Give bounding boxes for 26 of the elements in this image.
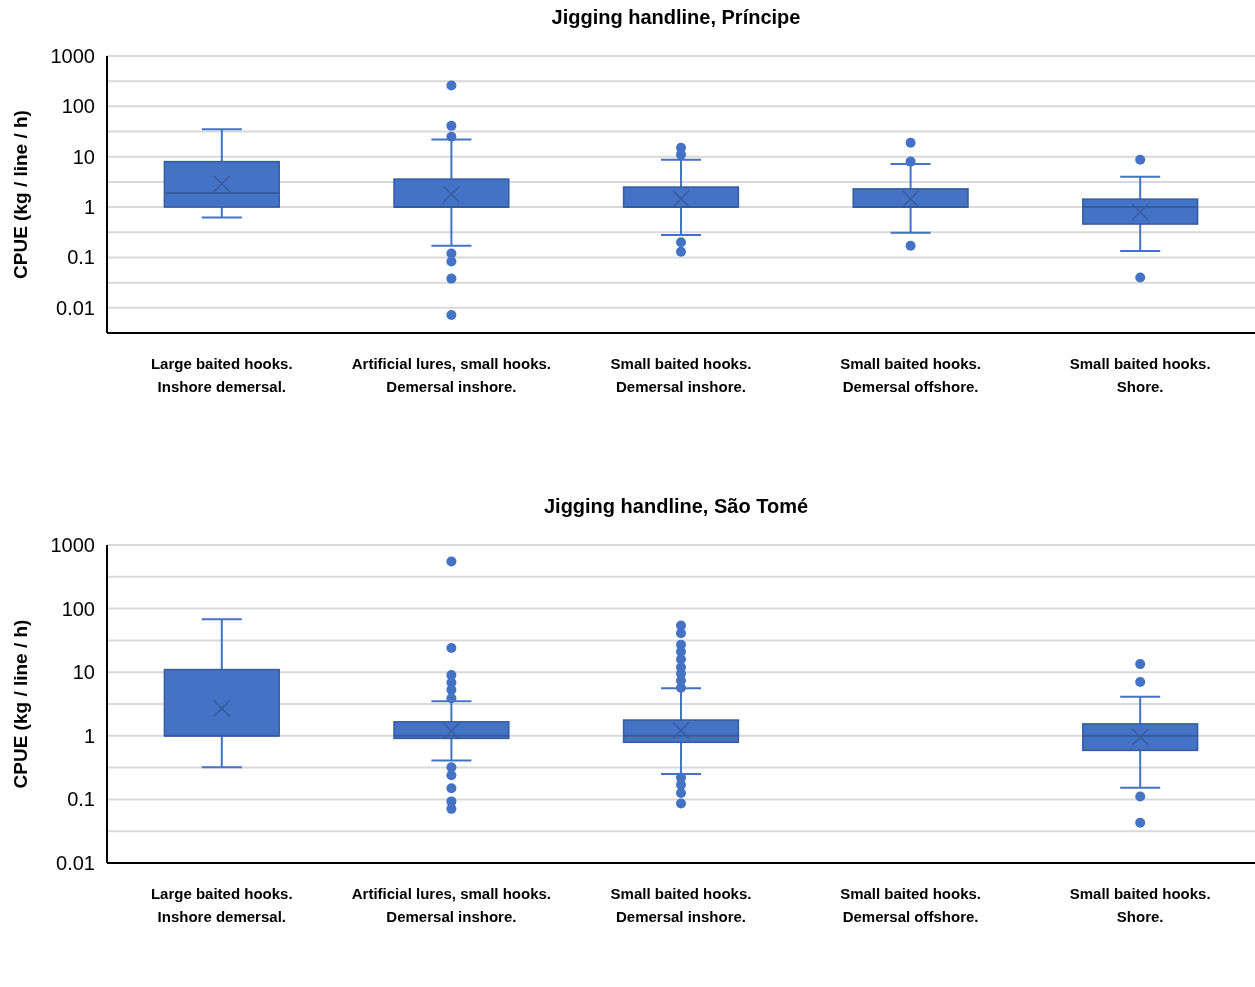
y-tick-label: 10 (72, 145, 95, 168)
y-tick-label: 1 (83, 724, 95, 747)
x-tick-label: Small baited hooks. Demersal inshore. (610, 885, 752, 925)
y-tick-label: 0.01 (56, 852, 95, 874)
chart-title: Jigging handline, Príncipe (551, 6, 801, 28)
y-tick-label: 0.01 (56, 296, 95, 319)
chart-title: Jigging handline, São Tomé (543, 495, 809, 517)
x-tick-label: Large baited hooks. Inshore demersal. (150, 885, 293, 925)
x-tick-label: Small baited hooks. Demersal offshore. (840, 355, 982, 395)
y-axis-title: CPUE (kg / line / h) (10, 110, 31, 279)
y-tick-label: 100 (61, 597, 95, 620)
y-tick-label: 0.1 (67, 788, 95, 811)
y-axis-title: CPUE (kg / line / h) (10, 619, 31, 789)
x-tick-label: Artificial lures, small hooks. Demersal inshore. (351, 355, 552, 395)
y-tick-label: 1 (83, 196, 95, 219)
x-tick-label: Small baited hooks. Demersal inshore. (610, 355, 752, 395)
x-tick-label: Small baited hooks. Shore. (1069, 355, 1211, 395)
y-tick-label: 10 (72, 661, 95, 684)
y-tick-label: 1000 (50, 45, 95, 67)
y-tick-label: 1000 (50, 534, 95, 556)
x-tick-label: Large baited hooks. Inshore demersal. (150, 355, 293, 395)
y-tick-label: 0.1 (67, 246, 95, 269)
x-tick-label: Small baited hooks. Demersal offshore. (840, 885, 982, 925)
x-tick-label: Artificial lures, small hooks. Demersal inshore. (351, 885, 552, 925)
y-tick-label: 100 (61, 95, 95, 118)
x-tick-label: Small baited hooks. Shore. (1069, 885, 1211, 925)
